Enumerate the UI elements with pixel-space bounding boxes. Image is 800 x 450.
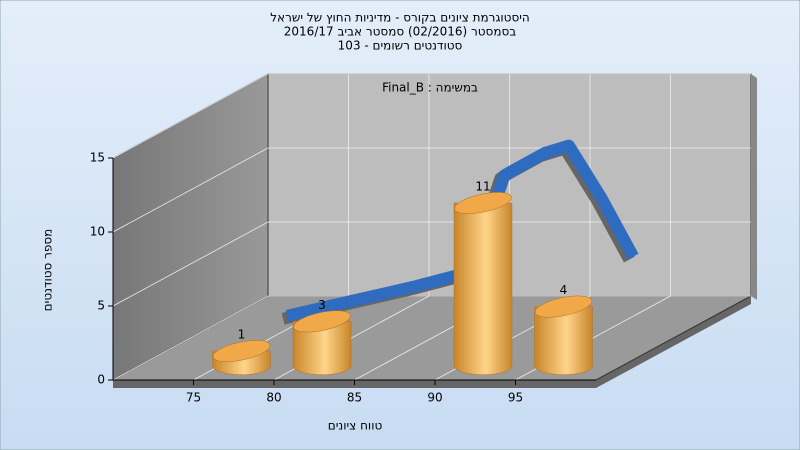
bar-top — [454, 192, 512, 214]
bar-body — [453, 202, 513, 376]
plot-area: 0 5 10 15 75 80 85 90 95 1 3 11 4 — [90, 73, 757, 405]
x-tick-label: 95 — [508, 391, 523, 405]
bar-top — [534, 295, 593, 318]
y-tick-label: 10 — [90, 225, 105, 239]
x-tick-label: 85 — [347, 391, 362, 405]
bar — [212, 340, 271, 376]
bar-body — [292, 321, 352, 376]
y-tick-label: 15 — [90, 151, 105, 165]
title-line: סטודנטים רשומים - 103 — [338, 39, 463, 53]
bar-top — [212, 340, 271, 362]
data-label: 1 — [238, 328, 246, 342]
x-tick-label: 80 — [266, 391, 281, 405]
title-line: היסטוגרמת ציונים בקורס - מדיניות החוץ של… — [270, 11, 530, 25]
annotation: Final_B : במשימה — [382, 81, 478, 95]
bar-body — [534, 306, 593, 376]
x-axis-label: טווח ציונים — [328, 419, 383, 433]
data-label: 4 — [560, 283, 568, 297]
bar — [534, 295, 593, 376]
back-wall-edge — [751, 74, 757, 300]
title-line: בסמסטר (02/2016) סמסטר אביב 2016/17 — [284, 25, 516, 39]
curve — [285, 139, 639, 322]
bar — [453, 192, 513, 376]
bar — [292, 310, 352, 376]
bar-top — [293, 310, 351, 333]
x-tick-label: 75 — [186, 391, 201, 405]
x-tick-label: 90 — [427, 391, 442, 405]
y-tick-label: 0 — [97, 373, 105, 387]
y-tick-label: 5 — [97, 299, 105, 313]
data-label: 11 — [475, 180, 490, 194]
y-axis-label: מספר סטודנטים — [41, 229, 55, 312]
data-label: 3 — [318, 298, 326, 312]
